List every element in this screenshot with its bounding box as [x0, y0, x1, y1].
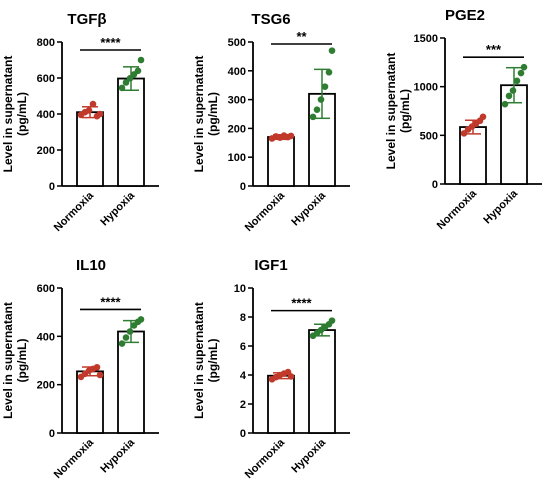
- data-point: [325, 68, 333, 76]
- chart-title: TGFβ: [67, 11, 106, 28]
- significance-label: ****: [100, 35, 121, 50]
- data-point: [479, 113, 487, 121]
- y-axis-label: (pg/mL): [15, 92, 29, 136]
- data-point: [505, 92, 513, 100]
- y-tick-label: 8: [240, 312, 246, 324]
- data-point: [126, 328, 134, 335]
- data-point: [513, 77, 521, 85]
- data-point: [118, 84, 126, 92]
- y-tick-label: 1500: [414, 33, 438, 45]
- data-point: [96, 110, 104, 118]
- y-axis-label: (pg/mL): [398, 89, 412, 133]
- chart-panel-2: PGE2 0 500 1000 1500 Level in supernatant (pg/…: [384, 7, 542, 232]
- bar-normoxia: [267, 136, 295, 187]
- chart-panel-3: IL10 0 200 400 600 Level in supernatant (pg/mL…: [1, 257, 159, 481]
- bar-normoxia: [267, 374, 295, 434]
- x-category-label: Normoxia: [52, 436, 97, 481]
- y-tick-label: 100: [228, 152, 246, 164]
- data-point: [134, 67, 142, 75]
- data-point: [501, 100, 509, 108]
- bar-normoxia: [76, 370, 104, 434]
- data-point: [85, 107, 93, 114]
- data-point: [309, 113, 317, 121]
- chart-panel-1: TSG6 0 100 200 300 400 500 Level in supernatant…: [192, 11, 350, 234]
- chart-title: IL10: [76, 257, 106, 274]
- y-tick-label: 2: [240, 399, 246, 411]
- y-tick-label: 800: [37, 37, 55, 49]
- y-axis-label: Level in supernatant: [192, 302, 206, 419]
- y-tick-label: 4: [240, 370, 247, 382]
- bar-normoxia: [459, 126, 487, 185]
- y-tick-label: 0: [240, 181, 246, 193]
- data-point: [520, 63, 528, 71]
- chart-title: TSG6: [251, 11, 290, 28]
- x-category-label: Normoxia: [435, 187, 480, 232]
- y-tick-label: 200: [228, 123, 246, 135]
- data-point: [122, 334, 130, 341]
- data-point: [321, 83, 329, 90]
- significance-label: ****: [291, 296, 312, 311]
- chart-title: PGE2: [445, 7, 485, 24]
- data-point: [89, 100, 97, 108]
- x-category-label: Normoxia: [52, 189, 97, 234]
- x-category-label: Normoxia: [243, 189, 288, 234]
- y-axis-label: (pg/mL): [206, 92, 220, 136]
- y-tick-label: 1000: [414, 82, 438, 94]
- y-tick-label: 400: [228, 66, 246, 78]
- chart-panel-0: TGFβ 0 200 400 600 800 Level in supernatant (pg…: [1, 11, 159, 234]
- data-point: [137, 56, 145, 64]
- data-point: [287, 132, 295, 140]
- data-point: [328, 47, 336, 54]
- bar-normoxia: [76, 111, 104, 187]
- data-point: [287, 373, 295, 380]
- data-point: [137, 316, 145, 323]
- bar-hypoxia: [308, 329, 336, 434]
- data-point: [93, 363, 101, 371]
- data-point: [313, 106, 321, 113]
- y-axis-label: (pg/mL): [15, 339, 29, 383]
- data-point: [328, 317, 336, 324]
- y-tick-label: 0: [240, 428, 246, 440]
- y-tick-label: 0: [432, 179, 438, 191]
- y-axis-label: (pg/mL): [206, 339, 220, 383]
- y-axis-label: Level in supernatant: [384, 53, 398, 170]
- data-point: [317, 96, 325, 103]
- significance-label: ****: [100, 294, 121, 309]
- chart-title: IGF1: [254, 257, 287, 274]
- y-tick-label: 600: [37, 73, 55, 85]
- y-tick-label: 200: [37, 145, 55, 157]
- x-category-label: Hypoxia: [289, 436, 328, 475]
- y-tick-label: 600: [37, 283, 55, 295]
- x-category-label: Hypoxia: [98, 189, 137, 228]
- y-tick-label: 300: [228, 95, 246, 107]
- x-category-label: Hypoxia: [98, 436, 137, 475]
- significance-label: ***: [486, 42, 502, 57]
- x-category-label: Hypoxia: [481, 187, 520, 226]
- y-axis-label: Level in supernatant: [1, 56, 15, 173]
- y-tick-label: 0: [49, 428, 55, 440]
- y-tick-label: 400: [37, 331, 55, 343]
- data-point: [509, 87, 517, 94]
- data-point: [118, 340, 126, 347]
- y-tick-label: 500: [228, 37, 246, 49]
- y-tick-label: 500: [420, 130, 438, 142]
- y-tick-label: 10: [234, 283, 246, 295]
- y-tick-label: 400: [37, 109, 55, 121]
- x-category-label: Hypoxia: [289, 189, 328, 228]
- x-category-label: Normoxia: [243, 436, 288, 481]
- y-tick-label: 200: [37, 380, 55, 392]
- data-point: [122, 79, 130, 86]
- bar-hypoxia: [117, 330, 145, 434]
- y-axis-label: Level in supernatant: [1, 302, 15, 419]
- data-point: [96, 371, 104, 379]
- significance-label: **: [296, 29, 307, 44]
- y-tick-label: 0: [49, 181, 55, 193]
- y-tick-label: 6: [240, 341, 246, 353]
- y-axis-label: Level in supernatant: [192, 56, 206, 173]
- data-point: [517, 69, 525, 77]
- bar-hypoxia: [117, 77, 145, 187]
- chart-panel-4: IGF1 0 2 4 6 8 10 Level in supernatant (pg/mL) No…: [192, 257, 350, 481]
